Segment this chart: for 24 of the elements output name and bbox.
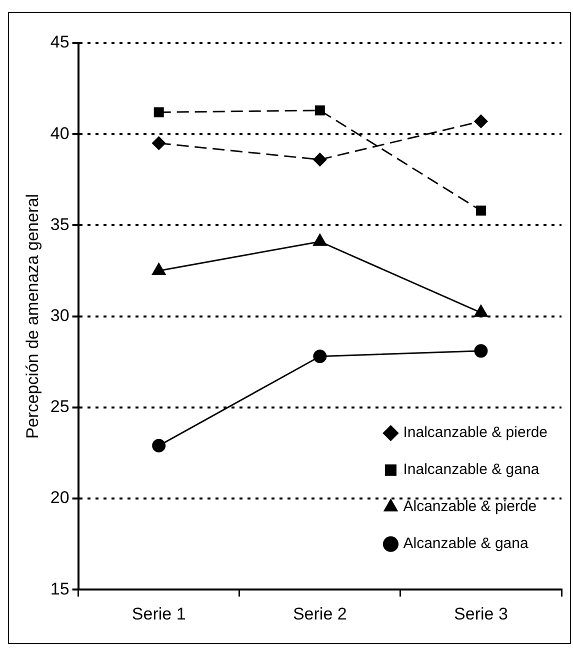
y-axis-title: Percepción de amenaza general bbox=[22, 194, 42, 439]
legend-label: Alcanzable & gana bbox=[403, 535, 529, 552]
y-tick-label: 30 bbox=[50, 306, 70, 325]
y-tick-label: 45 bbox=[50, 32, 70, 52]
point bbox=[314, 105, 325, 116]
point bbox=[313, 350, 327, 364]
y-tick-label: 25 bbox=[50, 397, 70, 416]
point bbox=[152, 136, 166, 150]
point bbox=[474, 114, 488, 128]
point bbox=[154, 107, 164, 118]
point bbox=[152, 438, 166, 452]
y-tick-label: 35 bbox=[50, 214, 70, 234]
point bbox=[313, 152, 327, 166]
point bbox=[476, 206, 486, 216]
x-tick-label: Serie 1 bbox=[132, 604, 186, 624]
x-tick-label: Serie 2 bbox=[292, 604, 347, 624]
point bbox=[474, 344, 488, 358]
y-tick-label: 20 bbox=[50, 488, 70, 508]
y-tick-label: 15 bbox=[50, 579, 70, 598]
x-tick-label: Serie 3 bbox=[454, 604, 508, 624]
legend-label: Inalcanzable & gana bbox=[403, 461, 540, 478]
y-tick-label: 40 bbox=[50, 124, 70, 143]
legend-label: Alcanzable & pierde bbox=[403, 498, 537, 516]
legend-label: Inalcanzable & pierde bbox=[403, 424, 548, 442]
